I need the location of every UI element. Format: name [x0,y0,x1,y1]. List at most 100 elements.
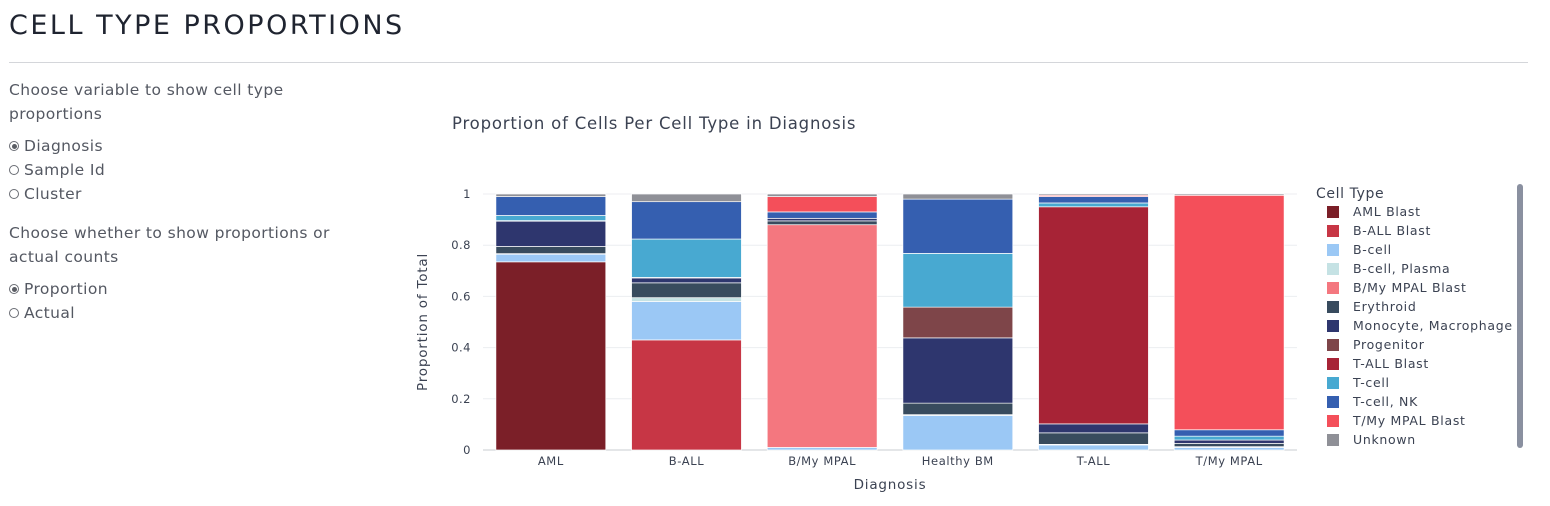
radio-proportion[interactable]: Proportion [9,277,339,301]
radio-unchecked-icon[interactable] [9,165,19,175]
x-axis-title: Diagnosis [854,477,927,493]
bar-segment-erythroid [902,402,1014,416]
bar-segment-t-cell-nk [766,211,878,219]
radio-label-cluster: Cluster [24,185,82,203]
bar-segment-b-my-mpal-blast [766,224,878,448]
legend-label: T-cell, NK [1352,394,1418,409]
bar-segment-unknown [902,193,1014,200]
x-tick-label: B/My MPAL [788,454,856,468]
bar-segment-unknown [1173,193,1285,196]
legend-swatch[interactable] [1327,434,1339,446]
bar-segment-t-cell-nk [495,196,607,216]
legend-swatch[interactable] [1327,301,1339,313]
legend-swatch[interactable] [1327,415,1339,427]
bar-segment-unknown [631,193,742,203]
legend-scrollbar[interactable] [1517,184,1523,448]
legend-label: T/My MPAL Blast [1352,413,1466,428]
radio-label-proportion: Proportion [24,280,108,298]
x-tick-label: T-ALL [1076,454,1111,468]
bar-segment-t-my-mpal-blast [766,196,878,213]
bar-segment-aml-blast [495,261,607,451]
legend-swatch[interactable] [1327,396,1339,408]
bar-segment-b-cell [1173,447,1285,451]
bar-segment-monocyte-macrophage [1173,439,1285,444]
legend-swatch[interactable] [1327,244,1339,256]
radio-checked-icon[interactable] [9,141,19,151]
legend-label: B-cell [1353,242,1392,257]
legend-label: Unknown [1353,432,1416,447]
radio-label-actual: Actual [24,304,75,322]
bar-segment-monocyte-macrophage [902,337,1014,404]
chart-title: Proportion of Cells Per Cell Type in Dia… [452,114,857,133]
x-tick-label: AML [538,454,564,468]
bar-segment-unknown [766,193,878,197]
legend-swatch[interactable] [1327,282,1339,294]
bar-segment-t-cell [1038,202,1149,208]
bar-segment-t-cell [1173,435,1285,441]
bar-segment-erythroid [766,220,878,226]
y-tick-label: 0.4 [451,341,471,355]
legend-swatch[interactable] [1327,377,1339,389]
y-tick-label: 0.8 [451,238,471,252]
radio-unchecked-icon[interactable] [9,308,19,318]
radio-actual[interactable]: Actual [9,301,339,325]
bar-segment-t-my-mpal-blast [1173,194,1285,431]
legend-label: T-cell [1352,375,1390,390]
x-tick-label: T/My MPAL [1195,454,1263,468]
bar-segment-b-cell [631,301,742,341]
mode-question-label: Choose whether to show proportions or ac… [9,224,330,266]
variable-radio-group: Diagnosis Sample Id Cluster [9,134,339,206]
mode-radio-group: Proportion Actual [9,277,339,325]
legend-label: Erythroid [1353,299,1416,314]
bar-segment-erythroid [495,246,607,254]
bar-segment-unknown [495,193,607,197]
bar-segment-monocyte-macrophage [1038,423,1149,434]
y-tick-label: 0.2 [451,392,471,406]
bar-segment-unknown [1038,193,1149,196]
bar-segment-t-all-blast [1038,206,1149,425]
legend-swatch[interactable] [1327,320,1339,332]
bar-segment-b-cell [495,253,607,263]
bar-segment-t-cell [902,253,1014,308]
legend-label: Progenitor [1353,337,1425,352]
legend-swatch[interactable] [1327,339,1339,351]
legend-label: Monocyte, Macrophage [1353,318,1513,333]
bar-segment-b-cell [766,447,878,451]
bar-segment-t-cell-nk [631,201,742,240]
radio-label-sample-id: Sample Id [24,161,106,179]
legend-swatch[interactable] [1327,263,1339,275]
radio-unchecked-icon[interactable] [9,189,19,199]
bar-segment-monocyte-macrophage [631,277,742,284]
bar-segment-b-cell [902,415,1014,451]
legend-label: T-ALL Blast [1352,356,1429,371]
y-tick-label: 0.6 [451,289,471,303]
bar-segment-t-cell-nk [1173,429,1285,437]
y-tick-label: 0 [463,443,471,457]
radio-diagnosis[interactable]: Diagnosis [9,134,339,158]
x-tick-label: Healthy BM [922,454,994,468]
bar-segment-t-cell [631,238,742,278]
legend-title: Cell Type [1316,186,1384,202]
legend-swatch[interactable] [1327,225,1339,237]
bar-segment-t-cell [495,215,607,221]
legend-label: B/My MPAL Blast [1353,280,1467,295]
stacked-bar-chart: 0 0.2 0.4 0.6 0.8 1 AML B-ALL B/My MPAL Healthy B… [415,186,1513,493]
title-divider [9,62,1528,63]
legend-swatch[interactable] [1327,206,1339,218]
bar-segment-progenitor [902,306,1014,339]
radio-sample-id[interactable]: Sample Id [9,158,339,182]
legend-label: B-ALL Blast [1353,223,1431,238]
radio-checked-icon[interactable] [9,284,19,294]
bar-segment-monocyte-macrophage [495,220,607,247]
bar-segment-monocyte-macrophage [766,217,878,222]
page-title: CELL TYPE PROPORTIONS [9,10,405,41]
radio-cluster[interactable]: Cluster [9,182,339,206]
radio-label-diagnosis: Diagnosis [24,137,103,155]
legend-label: AML Blast [1353,204,1421,219]
bar-segment-erythroid [1173,442,1285,448]
bar-segment-t-cell-nk [1038,196,1149,204]
legend-swatch[interactable] [1327,358,1339,370]
y-tick-label: 1 [463,187,471,201]
bar-segment-b-cell-plasma [631,297,742,302]
variable-question-label: Choose variable to show cell type propor… [9,81,284,123]
